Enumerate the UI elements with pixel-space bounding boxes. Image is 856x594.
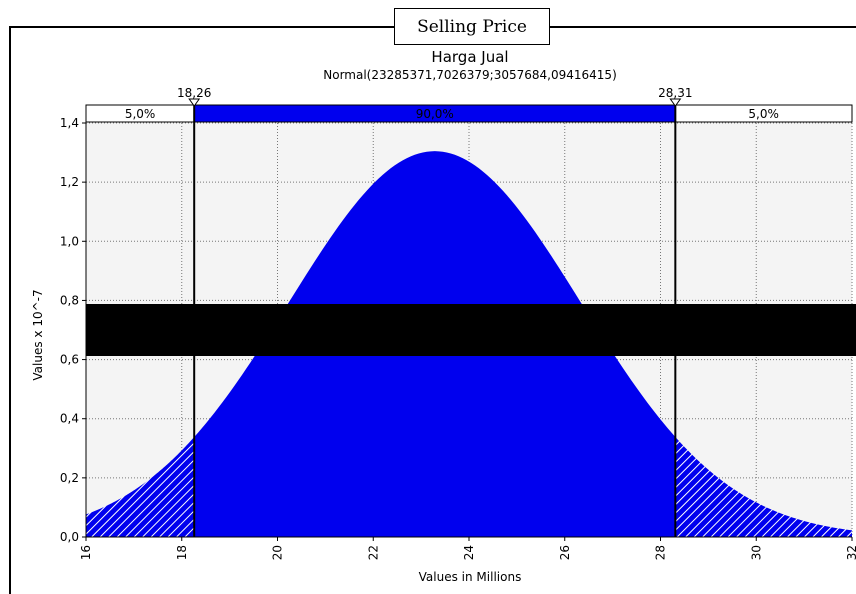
x-tick-label: 20 — [271, 545, 285, 560]
x-tick-label: 22 — [366, 545, 380, 560]
marker-label-1: 18,26 — [177, 86, 211, 100]
y-tick-label: 0,2 — [60, 471, 79, 485]
chart-title: Harga Jual — [431, 48, 508, 66]
band-label-2: 90,0% — [416, 107, 454, 121]
x-tick-label: 30 — [749, 545, 763, 560]
band-label-3: 5,0% — [748, 107, 779, 121]
band-label-1: 5,0% — [125, 107, 156, 121]
x-tick-label: 18 — [175, 545, 189, 560]
y-axis-label: Values x 10^-7 — [31, 289, 45, 380]
y-tick-label: 1,0 — [60, 234, 79, 248]
y-tick-label: 0,0 — [60, 530, 79, 544]
x-axis-label: Values in Millions — [419, 570, 522, 584]
selling-price-label: Selling Price — [394, 8, 550, 45]
y-tick-label: 1,2 — [60, 175, 79, 189]
redaction-bar — [86, 304, 856, 356]
density-area-1 — [86, 437, 195, 537]
marker-arrow-2 — [669, 98, 682, 107]
x-tick-label: 24 — [462, 545, 476, 560]
y-tick-label: 0,8 — [60, 293, 79, 307]
y-tick-label: 0,6 — [60, 353, 79, 367]
marker-arrow-1 — [188, 98, 201, 107]
chart-subtitle: Normal(23285371,7026379;3057684,09416415… — [323, 68, 617, 82]
x-tick-label: 28 — [654, 545, 668, 560]
x-tick-label: 32 — [845, 545, 856, 560]
x-tick-label: 16 — [79, 545, 93, 560]
y-tick-label: 1,4 — [60, 116, 79, 130]
marker-label-2: 28,31 — [658, 86, 692, 100]
y-tick-label: 0,4 — [60, 412, 79, 426]
density-area-3 — [675, 437, 852, 537]
x-tick-label: 26 — [558, 545, 572, 560]
